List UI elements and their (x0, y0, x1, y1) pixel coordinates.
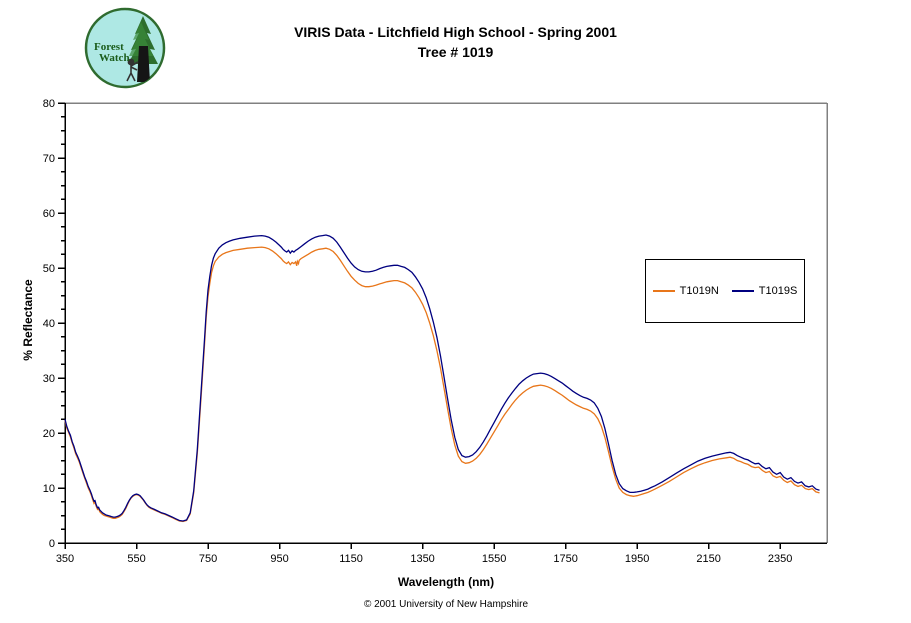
legend-line-sample-t1019n (652, 290, 675, 292)
chart-title: VIRIS Data - Litchfield High School - Sp… (294, 24, 617, 40)
y-axis-title: % Reflectance (21, 279, 35, 361)
forest-watch-logo: Forest Watch (84, 7, 166, 89)
svg-text:80: 80 (43, 98, 55, 110)
svg-text:20: 20 (43, 428, 55, 440)
svg-text:2150: 2150 (696, 553, 720, 565)
legend-entry-t1019s: T1019S (731, 285, 798, 297)
svg-text:750: 750 (199, 553, 217, 565)
svg-text:2350: 2350 (768, 553, 792, 565)
logo-text-forest: Forest (94, 41, 124, 53)
legend-line-sample-t1019s (731, 290, 754, 292)
svg-text:1950: 1950 (625, 553, 649, 565)
chart-title-block: VIRIS Data - Litchfield High School - Sp… (0, 22, 911, 62)
svg-text:40: 40 (43, 318, 55, 330)
copyright-text: © 2001 University of New Hampshire (363, 599, 529, 610)
svg-text:1550: 1550 (482, 553, 506, 565)
logo-text-watch: Watch (99, 52, 130, 64)
svg-text:70: 70 (43, 153, 55, 165)
svg-text:50: 50 (43, 263, 55, 275)
legend-entry-t1019n: T1019N (652, 285, 719, 297)
legend-box: T1019N T1019S (645, 259, 805, 323)
svg-text:60: 60 (43, 208, 55, 220)
legend-label-t1019n: T1019N (679, 285, 719, 297)
svg-text:550: 550 (127, 553, 145, 565)
svg-text:1750: 1750 (553, 553, 577, 565)
svg-text:10: 10 (43, 483, 55, 495)
tree-illustration (126, 16, 158, 82)
x-axis-title: Wavelength (nm) (397, 575, 495, 589)
legend-label-t1019s: T1019S (758, 285, 798, 297)
svg-text:30: 30 (43, 373, 55, 385)
svg-text:350: 350 (56, 553, 74, 565)
svg-text:1350: 1350 (410, 553, 434, 565)
svg-text:950: 950 (270, 553, 288, 565)
svg-text:1150: 1150 (339, 553, 363, 565)
svg-text:0: 0 (49, 538, 55, 550)
chart-subtitle: Tree # 1019 (417, 44, 494, 60)
